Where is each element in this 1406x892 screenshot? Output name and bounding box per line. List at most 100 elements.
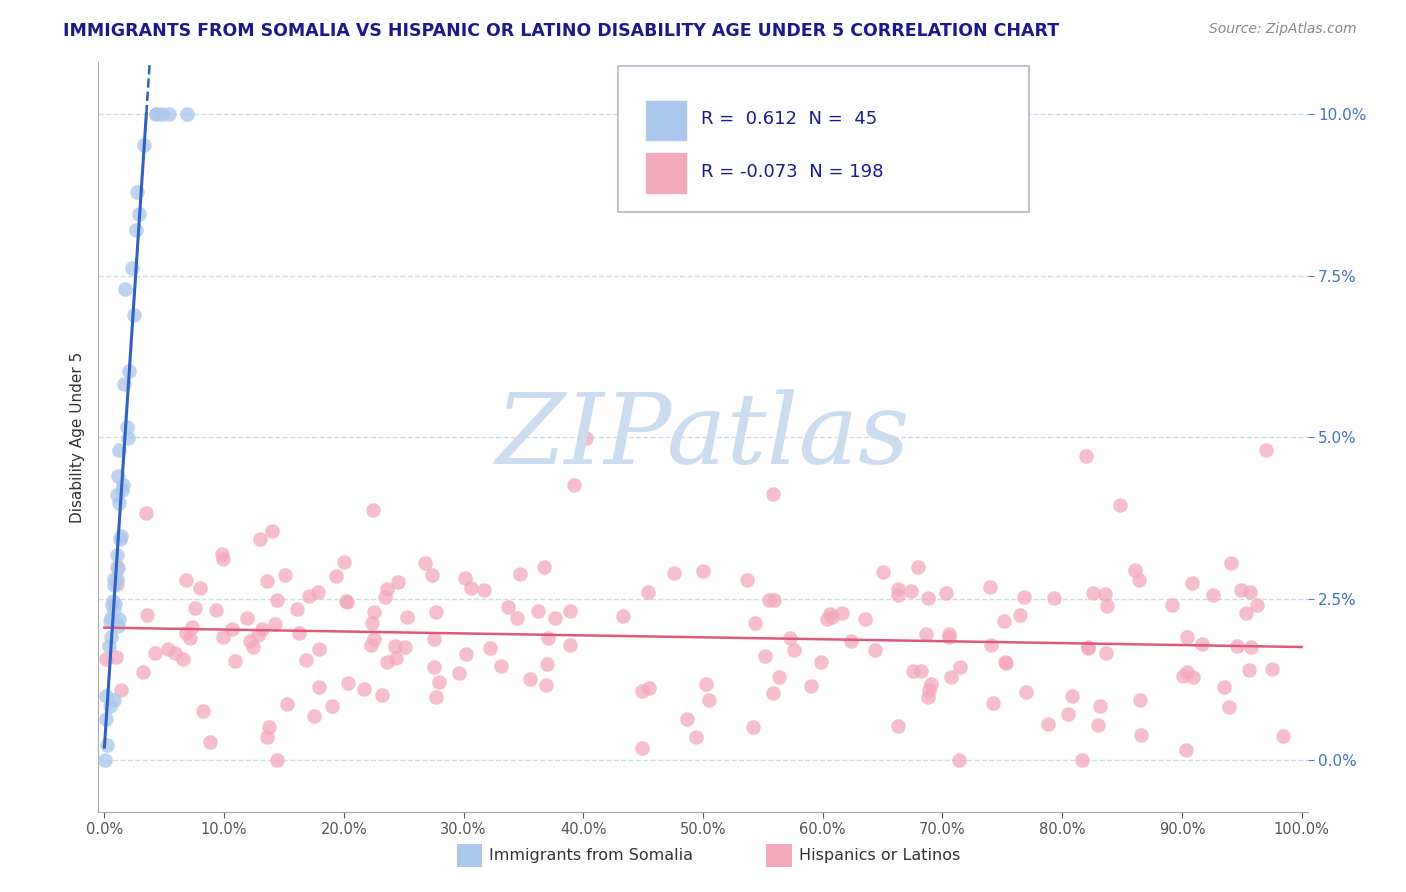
Point [308,680,330,694]
Point [105,572,128,586]
Point [224,654,246,668]
Point [1246,598,1268,612]
Point [276,697,298,711]
Point [105,559,128,574]
Point [980,638,1002,652]
Point [308,642,330,657]
Point [1239,584,1261,599]
Point [839,634,862,648]
Point [1010,607,1032,622]
Point [112,376,135,391]
Point [491,659,513,673]
Point [110,483,132,497]
Point [1218,700,1240,714]
Point [295,653,318,667]
Point [735,573,758,587]
Point [637,681,659,695]
Point [1123,563,1146,577]
Point [94,690,117,704]
Text: ZIPatlas: ZIPatlas [496,390,910,484]
Point [108,442,131,457]
Point [103,572,125,586]
FancyBboxPatch shape [645,100,688,141]
Point [108,612,131,626]
Point [938,627,960,641]
Point [1062,689,1084,703]
Point [157,107,180,121]
Point [257,720,280,734]
Point [865,643,887,657]
Point [105,577,128,591]
Point [939,670,962,684]
Point [1237,663,1260,677]
Point [384,640,406,654]
Point [917,591,939,605]
Point [1012,590,1035,604]
Point [935,586,957,600]
Point [336,676,359,690]
Text: Immigrants from Somalia: Immigrants from Somalia [489,848,693,863]
Point [917,690,939,704]
Point [211,630,233,644]
Point [212,552,235,566]
Point [266,753,288,767]
Point [1036,716,1059,731]
Point [574,431,596,445]
Point [1130,728,1153,742]
Point [853,612,876,626]
Point [695,677,717,691]
Point [1094,587,1116,601]
Point [124,308,146,322]
Point [98,640,121,654]
Point [264,617,287,632]
Point [98,615,121,629]
FancyBboxPatch shape [619,66,1029,212]
Point [1234,606,1257,620]
Point [536,678,558,692]
Point [1173,669,1195,683]
Point [333,555,356,569]
Point [478,640,501,655]
Point [800,679,823,693]
Point [94,652,117,666]
Point [125,223,148,237]
Text: R =  0.612  N =  45: R = 0.612 N = 45 [700,111,877,128]
Point [1088,698,1111,713]
Point [762,593,785,607]
Point [631,684,654,698]
Point [94,713,117,727]
Point [174,573,197,587]
Point [423,632,446,646]
Point [387,574,409,589]
Point [456,647,478,661]
Point [360,616,382,631]
Point [111,478,134,492]
Point [533,559,555,574]
Point [117,431,139,445]
Point [335,594,357,608]
Point [544,611,567,625]
Point [744,616,766,631]
Point [353,681,375,696]
Point [979,581,1001,595]
Point [135,506,157,520]
Point [266,593,288,607]
Point [1081,586,1104,600]
Point [110,682,132,697]
Point [612,608,634,623]
Point [762,486,785,500]
Point [172,651,194,665]
Point [1174,743,1197,757]
Point [1057,707,1080,722]
Point [1094,646,1116,660]
Point [742,720,765,734]
Point [631,741,654,756]
Point [117,420,139,434]
Point [422,567,444,582]
Point [1175,630,1198,644]
Point [363,605,385,619]
Point [920,676,942,690]
Point [918,682,941,697]
Point [697,693,720,707]
Point [1261,662,1284,676]
